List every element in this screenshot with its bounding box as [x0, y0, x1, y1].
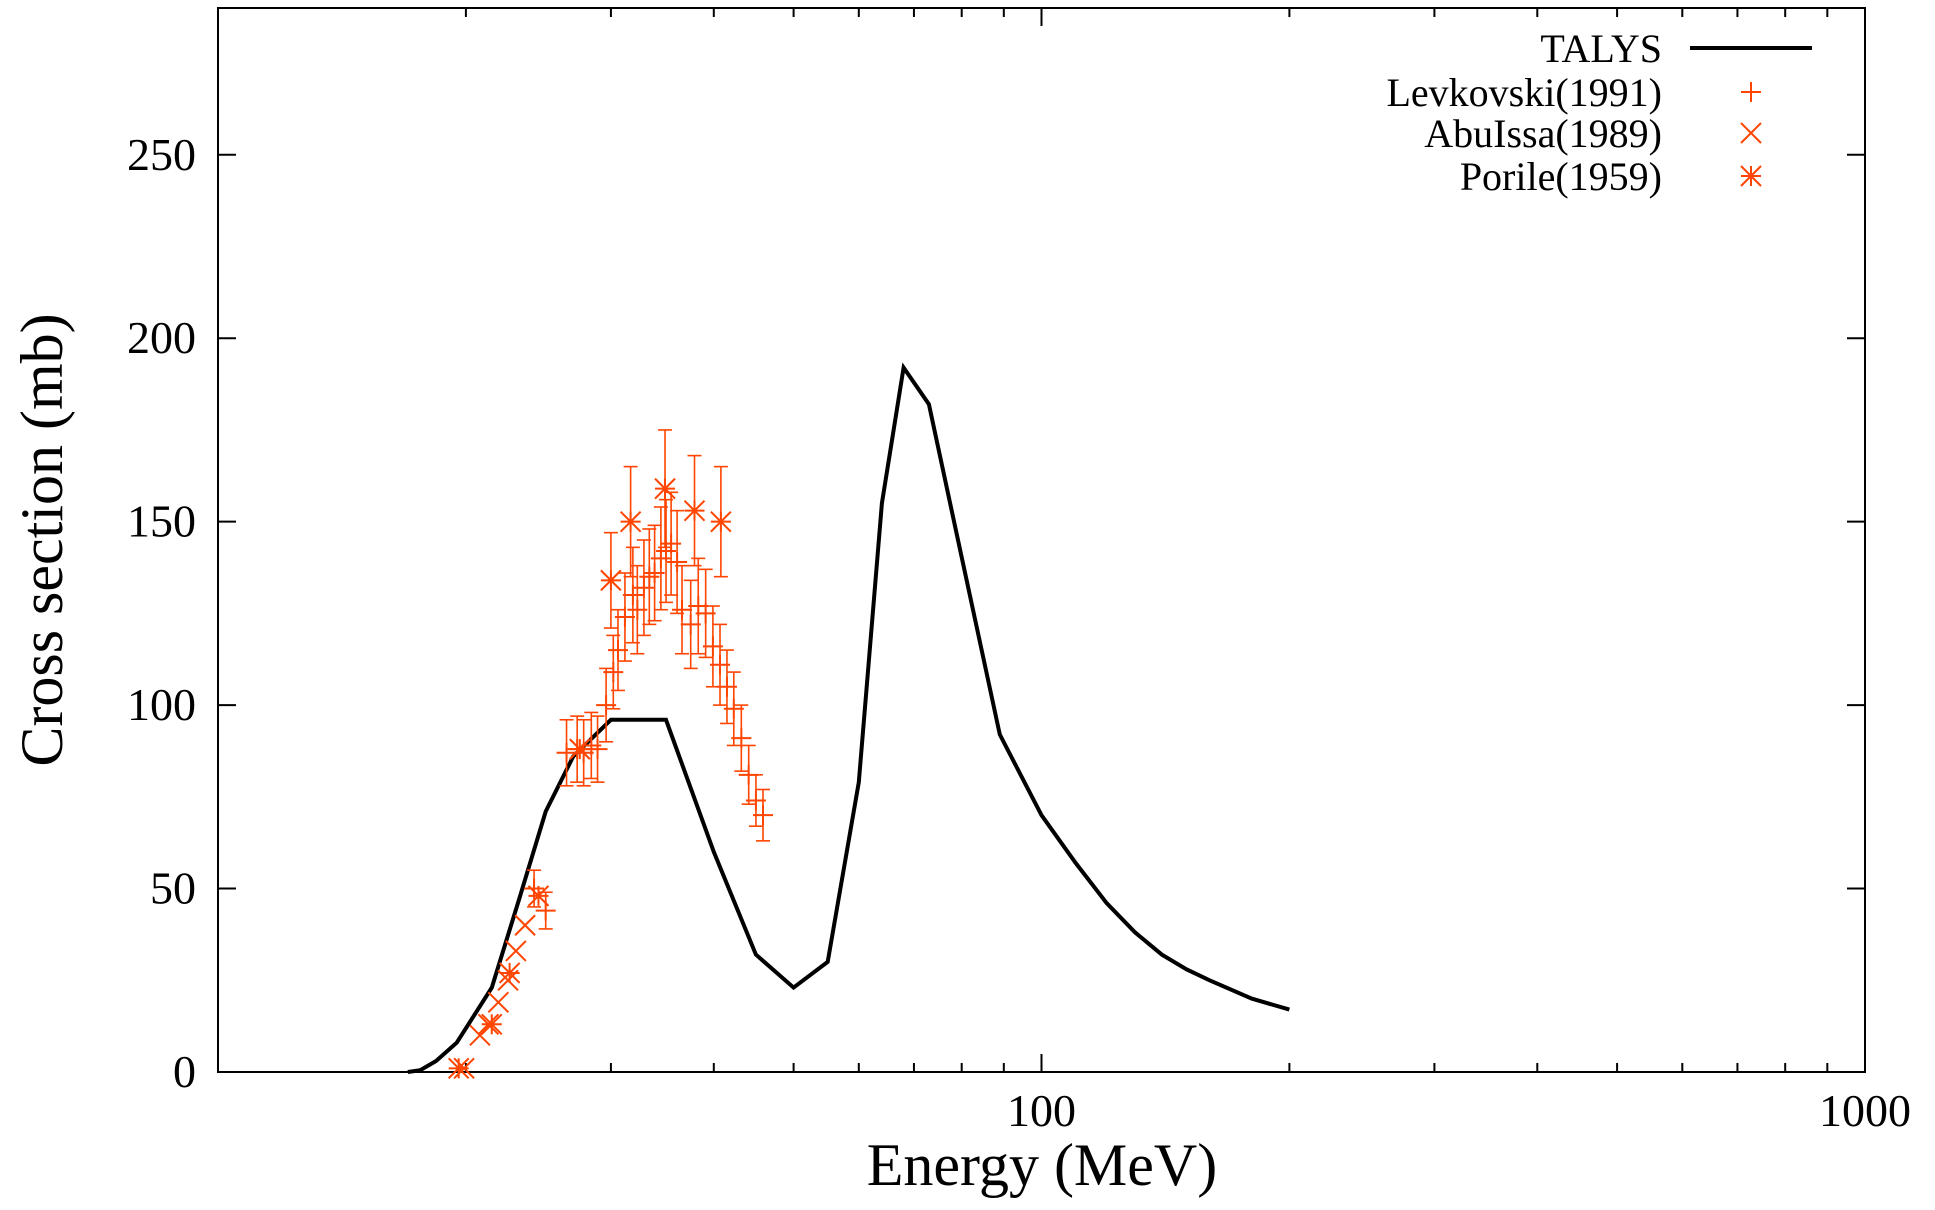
data-point — [667, 552, 688, 573]
y-tick-label: 150 — [127, 496, 196, 547]
y-tick-label: 250 — [127, 129, 196, 180]
x-tick-label: 100 — [1007, 1085, 1076, 1136]
data-point — [683, 499, 706, 522]
y-tick-label: 50 — [150, 863, 196, 914]
data-point — [753, 805, 774, 826]
data-point — [556, 742, 577, 763]
data-point — [498, 962, 521, 984]
data-point — [723, 698, 744, 719]
x-tick-label: 1000 — [1819, 1085, 1911, 1136]
data-point — [619, 510, 642, 533]
legend-label: Levkovski(1991) — [1386, 70, 1662, 115]
data-point — [622, 585, 643, 606]
legend-label: Porile(1959) — [1460, 154, 1662, 199]
data-point — [680, 614, 701, 635]
legend: TALYSLevkovski(1991)AbuIssa(1989)Porile(… — [1386, 26, 1812, 199]
legend-marker-sample — [1741, 82, 1761, 102]
legend-label: TALYS — [1540, 26, 1662, 71]
series-talys — [407, 362, 1290, 1074]
x-axis-title: Energy (MeV) — [867, 1132, 1217, 1198]
legend-marker-sample — [1740, 165, 1762, 187]
data-point — [514, 914, 536, 936]
data-point — [633, 577, 654, 598]
data-point — [505, 940, 527, 962]
series-porile-1959- — [447, 429, 732, 1080]
data-point — [481, 1013, 503, 1036]
series-abuissa-1989- — [453, 914, 536, 1080]
data-point — [614, 607, 635, 628]
data-point — [447, 1057, 470, 1080]
data-point — [654, 477, 676, 500]
data-point — [569, 738, 591, 760]
data-point — [639, 566, 660, 587]
data-point — [603, 662, 624, 683]
data-point — [487, 991, 510, 1013]
data-point — [587, 739, 608, 760]
y-tick-label: 100 — [127, 679, 196, 730]
talys-line — [407, 362, 1290, 1074]
axis-tick-labels: 0 50 100 150 200 250 100 1000 — [127, 129, 1911, 1136]
data-point — [672, 599, 693, 620]
legend-marker-sample — [1740, 122, 1762, 144]
y-tick-label: 200 — [127, 312, 196, 363]
y-axis-title: Cross section (mb) — [9, 313, 75, 766]
data-point — [710, 510, 732, 533]
series-levkovski-1991- — [524, 491, 774, 930]
data-point — [600, 569, 622, 592]
y-tick-label: 0 — [173, 1046, 196, 1097]
series-layer — [407, 362, 1290, 1080]
legend-label: AbuIssa(1989) — [1424, 111, 1662, 156]
data-point — [527, 885, 550, 907]
axis-ticks — [218, 8, 1866, 1073]
data-point — [731, 728, 752, 749]
